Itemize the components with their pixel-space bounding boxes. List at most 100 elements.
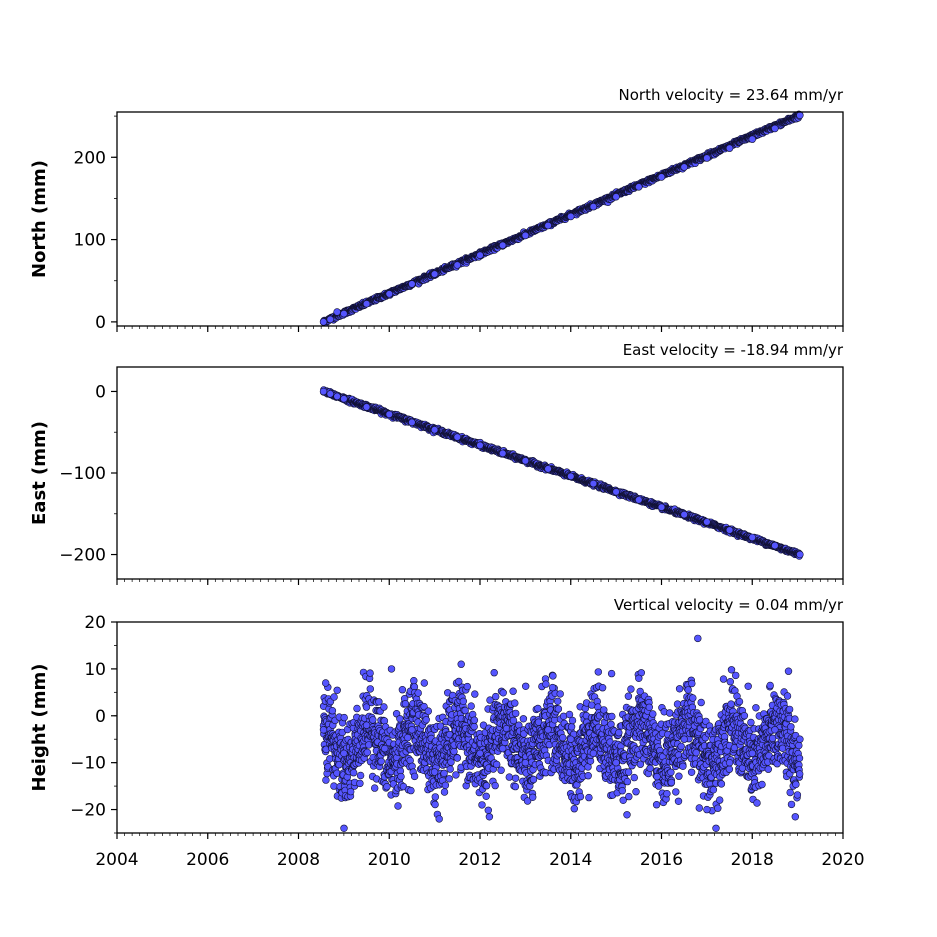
data-point [363,748,371,757]
data-point [476,441,484,449]
data-point [703,154,711,162]
data-point [476,251,484,259]
data-point [493,760,501,769]
data-point [408,418,416,427]
data-point [340,310,348,318]
data-point [319,318,328,326]
data-point [521,682,530,690]
data-point [340,395,348,403]
data-point [567,472,575,480]
data-point [478,801,486,809]
data-point [398,685,407,694]
data-point [567,212,575,221]
data-point [796,550,804,559]
data-point [511,774,520,782]
data-point [340,713,348,722]
data-point [680,510,688,519]
data-point [471,690,479,698]
data-point [349,768,358,777]
data-point [385,290,393,298]
y-tick-label: 0 [95,313,106,333]
data-point [366,669,374,677]
data-point [499,241,507,250]
data-point [544,465,552,473]
data-point [511,709,520,718]
data-point [470,722,478,731]
data-point [484,806,492,814]
data-point [657,173,666,181]
data-point [431,800,439,809]
data-point [505,773,513,781]
data-point [534,704,542,713]
data-point [362,403,371,411]
data-point [549,672,557,680]
y-tick-label: 0 [95,382,106,402]
velocity-label-north: North velocity = 23.64 mm/yr [619,86,844,104]
data-point [404,733,412,742]
data-point [440,769,448,777]
data-point [796,111,804,120]
data-point [333,686,341,694]
y-axis-label-east: East (mm) [29,421,50,525]
data-point [492,692,500,701]
data-point [380,703,388,711]
data-point [394,802,402,810]
data-point [511,699,519,707]
data-point [463,682,471,691]
data-point [326,315,334,324]
data-point [385,410,393,418]
data-point [420,679,428,687]
data-point [544,221,552,230]
y-tick-label: 100 [74,231,106,251]
data-point [353,704,361,713]
data-point [635,496,643,504]
velocity-label-height: Vertical velocity = 0.04 mm/yr [614,596,844,614]
data-point [414,689,422,697]
data-point [499,689,507,697]
data-point [771,124,779,133]
data-point [396,715,404,723]
y-axis-label-height: Height (mm) [29,664,50,792]
data-point [491,781,499,790]
data-point [482,781,491,790]
data-point [369,716,377,724]
data-point [612,488,620,496]
data-point [322,776,330,784]
data-point [528,793,537,801]
data-point [467,702,475,710]
data-points-east [319,386,804,560]
data-point [589,479,598,488]
data-point [470,716,479,724]
data-point [703,518,711,526]
data-point [612,193,620,201]
data-points-north [319,110,804,327]
data-point [446,765,454,773]
y-tick-label: 200 [74,148,106,168]
data-point [430,270,439,278]
data-point [499,449,507,458]
data-point [490,668,498,677]
data-point [485,813,494,821]
data-point [362,300,371,308]
data-point [459,697,467,705]
data-point [657,503,666,511]
data-point [371,784,379,792]
plot-frame-east [116,366,844,580]
data-point [453,261,461,269]
data-point [445,775,453,783]
y-tick-label: −100 [59,464,106,484]
data-point [326,390,334,398]
data-point [542,680,550,688]
data-point [407,786,415,795]
data-point [680,163,688,171]
data-point [450,747,458,756]
data-point [519,715,528,723]
data-point [330,693,338,701]
data-point [410,676,418,685]
data-point [441,781,450,789]
data-point [521,231,530,240]
data-point [509,687,517,695]
data-point [401,699,410,708]
data-point [408,280,416,288]
